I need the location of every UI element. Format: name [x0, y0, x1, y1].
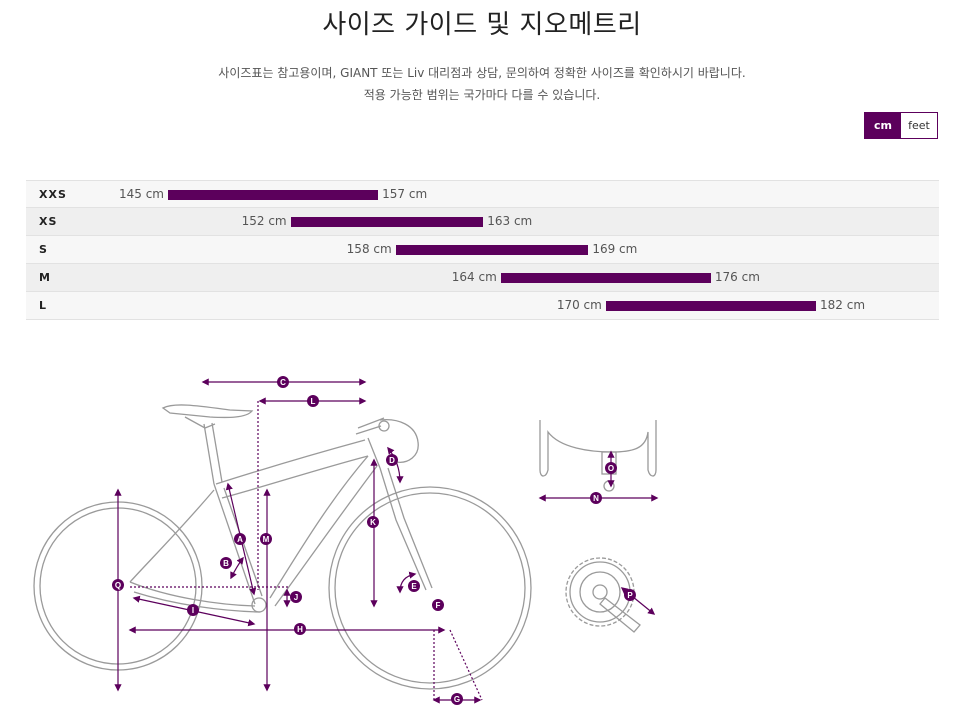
marker-d: D [386, 454, 398, 466]
svg-text:C: C [280, 378, 286, 387]
marker-o: O [605, 462, 617, 474]
svg-text:K: K [370, 518, 376, 527]
range-min-label: 170 cm [556, 298, 602, 312]
bike-outline [33, 404, 532, 690]
marker-f: F [432, 599, 444, 611]
marker-q: Q [112, 579, 124, 591]
range-bar [395, 245, 589, 255]
size-row-s: S 158 cm 169 cm [26, 236, 939, 264]
svg-text:J: J [294, 593, 298, 602]
svg-text:D: D [389, 456, 395, 465]
size-row-xxs: XXS 145 cm 157 cm [26, 180, 939, 208]
range-max-label: 182 cm [820, 298, 866, 312]
marker-b: B [220, 557, 232, 569]
unit-toggle: cm feet [864, 112, 938, 139]
description-line-2: 적용 가능한 범위는 국가마다 다를 수 있습니다. [363, 88, 601, 102]
range-max-label: 157 cm [382, 187, 428, 201]
marker-g: G [451, 693, 463, 705]
svg-text:H: H [297, 625, 303, 634]
range-bar [290, 217, 484, 227]
size-chart: XXS 145 cm 157 cm XS 152 cm 163 cm S 158… [26, 180, 939, 320]
bike-geometry-diagram: A B C D E F G H I J K L M N O P Q [33, 376, 659, 705]
marker-k: K [367, 516, 379, 528]
size-label: XS [39, 215, 58, 228]
page-title: 사이즈 가이드 및 지오메트리 [322, 10, 642, 40]
svg-text:B: B [223, 559, 229, 568]
size-row-m: M 164 cm 176 cm [26, 264, 939, 292]
marker-c: C [277, 376, 289, 388]
range-max-label: 169 cm [592, 242, 638, 256]
unit-button-feet[interactable]: feet [901, 113, 937, 138]
svg-text:A: A [237, 535, 243, 544]
svg-text:E: E [411, 582, 417, 591]
unit-button-cm[interactable]: cm [865, 113, 901, 138]
size-row-xs: XS 152 cm 163 cm [26, 208, 939, 236]
marker-l: L [307, 395, 319, 407]
marker-n: N [590, 492, 602, 504]
svg-text:P: P [627, 591, 633, 600]
size-label: XXS [39, 188, 67, 201]
marker-h: H [294, 623, 306, 635]
range-bar [605, 301, 816, 311]
range-min-label: 152 cm [241, 214, 287, 228]
svg-text:F: F [436, 601, 441, 610]
svg-text:O: O [608, 464, 614, 473]
marker-j: J [290, 591, 302, 603]
size-row-l: L 170 cm 182 cm [26, 292, 939, 320]
size-label: L [39, 299, 48, 312]
svg-text:N: N [593, 494, 599, 503]
range-bar [500, 273, 711, 283]
handlebar-front-view [539, 420, 657, 492]
range-max-label: 163 cm [487, 214, 533, 228]
svg-text:L: L [311, 397, 316, 406]
range-bar [168, 190, 379, 200]
svg-text:M: M [263, 535, 270, 544]
size-label: S [39, 243, 48, 256]
marker-i: I [187, 604, 199, 616]
marker-m: M [260, 533, 272, 545]
range-min-label: 145 cm [118, 187, 164, 201]
range-min-label: 164 cm [451, 270, 497, 284]
marker-e: E [408, 580, 420, 592]
description-line-1: 사이즈표는 참고용이며, GIANT 또는 Liv 대리점과 상담, 문의하여 … [218, 66, 746, 80]
range-max-label: 176 cm [714, 270, 760, 284]
svg-text:I: I [192, 606, 194, 615]
svg-text:Q: Q [115, 581, 121, 590]
size-label: M [39, 271, 51, 284]
marker-a: A [234, 533, 246, 545]
marker-p: P [624, 589, 636, 601]
svg-text:G: G [454, 695, 460, 704]
range-min-label: 158 cm [346, 242, 392, 256]
